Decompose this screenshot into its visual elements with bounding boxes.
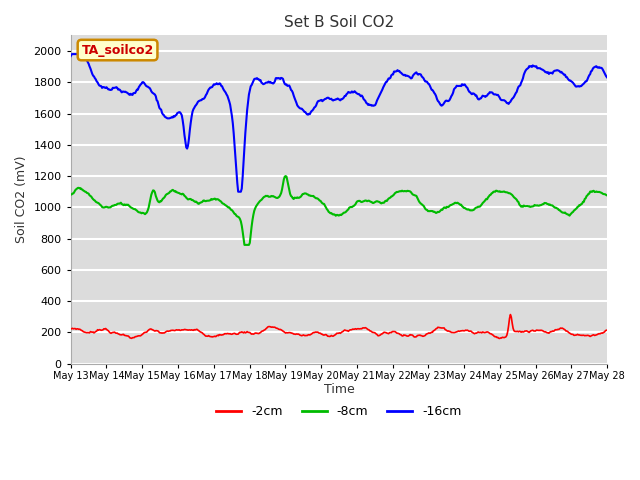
X-axis label: Time: Time [324, 384, 355, 396]
Text: TA_soilco2: TA_soilco2 [81, 44, 154, 57]
Legend: -2cm, -8cm, -16cm: -2cm, -8cm, -16cm [211, 400, 467, 423]
Title: Set B Soil CO2: Set B Soil CO2 [284, 15, 394, 30]
Y-axis label: Soil CO2 (mV): Soil CO2 (mV) [15, 156, 28, 243]
